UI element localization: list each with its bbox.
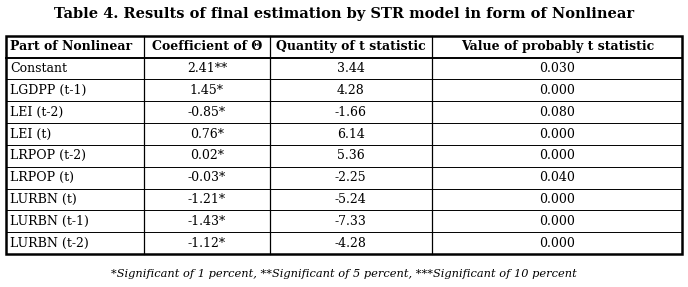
Text: -1.12*: -1.12* (188, 236, 226, 250)
Text: 4.28: 4.28 (337, 84, 365, 97)
Text: LURBN (t-1): LURBN (t-1) (10, 215, 89, 228)
Text: -1.21*: -1.21* (188, 193, 226, 206)
Text: 6.14: 6.14 (337, 127, 365, 141)
Text: 0.030: 0.030 (539, 62, 575, 75)
Text: Quantity of t statistic: Quantity of t statistic (276, 40, 426, 53)
Text: LURBN (t): LURBN (t) (10, 193, 77, 206)
Text: 0.000: 0.000 (539, 193, 575, 206)
Text: 0.76*: 0.76* (190, 127, 224, 141)
Text: 0.02*: 0.02* (190, 149, 224, 162)
Text: -2.25: -2.25 (335, 171, 367, 184)
Text: LGDPP (t-1): LGDPP (t-1) (10, 84, 87, 97)
Text: 0.080: 0.080 (539, 106, 575, 119)
Text: -7.33: -7.33 (335, 215, 367, 228)
Text: LRPOP (t): LRPOP (t) (10, 171, 74, 184)
Text: LEI (t): LEI (t) (10, 127, 52, 141)
Text: Constant: Constant (10, 62, 67, 75)
Text: 2.41**: 2.41** (186, 62, 227, 75)
Text: -4.28: -4.28 (335, 236, 367, 250)
Text: 1.45*: 1.45* (190, 84, 224, 97)
Text: Coefficient of Θ: Coefficient of Θ (152, 40, 262, 53)
Text: LEI (t-2): LEI (t-2) (10, 106, 63, 119)
Text: Part of Nonlinear: Part of Nonlinear (10, 40, 133, 53)
Text: -1.66: -1.66 (335, 106, 367, 119)
Text: 0.000: 0.000 (539, 127, 575, 141)
Text: LRPOP (t-2): LRPOP (t-2) (10, 149, 86, 162)
Text: Table 4. Results of final estimation by STR model in form of Nonlinear: Table 4. Results of final estimation by … (54, 7, 634, 21)
Text: -5.24: -5.24 (335, 193, 367, 206)
Text: -0.03*: -0.03* (188, 171, 226, 184)
Text: Value of probably t statistic: Value of probably t statistic (461, 40, 654, 53)
Text: 5.36: 5.36 (337, 149, 365, 162)
Text: 0.000: 0.000 (539, 215, 575, 228)
Text: 0.000: 0.000 (539, 149, 575, 162)
Text: *Significant of 1 percent, **Significant of 5 percent, ***Significant of 10 perc: *Significant of 1 percent, **Significant… (111, 269, 577, 279)
Text: -0.85*: -0.85* (188, 106, 226, 119)
Text: 0.040: 0.040 (539, 171, 575, 184)
Text: LURBN (t-2): LURBN (t-2) (10, 236, 89, 250)
Text: 0.000: 0.000 (539, 84, 575, 97)
Text: -1.43*: -1.43* (188, 215, 226, 228)
Text: 3.44: 3.44 (337, 62, 365, 75)
Text: 0.000: 0.000 (539, 236, 575, 250)
